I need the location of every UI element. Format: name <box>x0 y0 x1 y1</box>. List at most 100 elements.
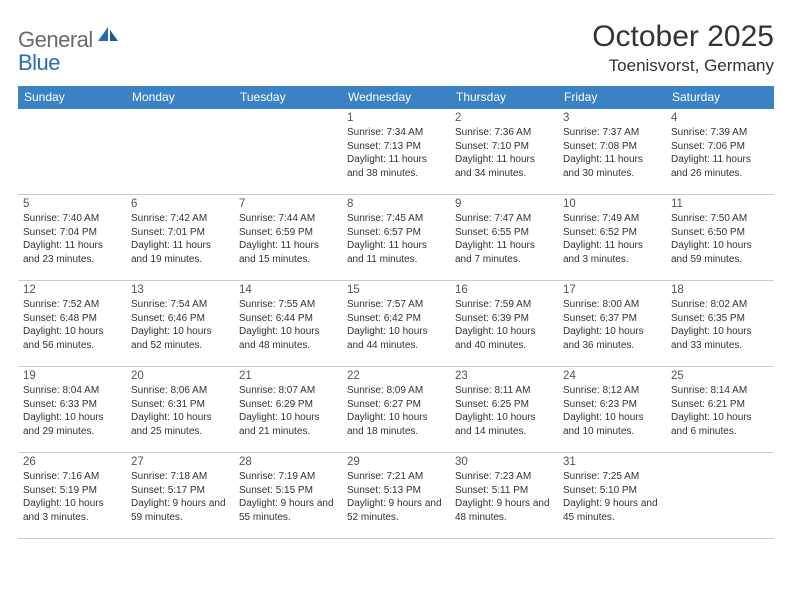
day-number: 11 <box>671 198 769 210</box>
day-cell: 30 Sunrise: 7:23 AMSunset: 5:11 PMDayligh… <box>450 453 558 539</box>
day-cell: 14 Sunrise: 7:55 AMSunset: 6:44 PMDayligh… <box>234 281 342 367</box>
day-number: 8 <box>347 198 445 210</box>
day-info: Sunrise: 7:39 AMSunset: 7:06 PMDaylight:… <box>671 126 769 180</box>
day-number: 14 <box>239 284 337 296</box>
day-cell <box>234 109 342 195</box>
day-cell: 28 Sunrise: 7:19 AMSunset: 5:15 PMDayligh… <box>234 453 342 539</box>
day-cell: 13 Sunrise: 7:54 AMSunset: 6:46 PMDayligh… <box>126 281 234 367</box>
day-number: 2 <box>455 112 553 124</box>
day-info: Sunrise: 7:16 AMSunset: 5:19 PMDaylight:… <box>23 470 121 524</box>
day-cell: 11 Sunrise: 7:50 AMSunset: 6:50 PMDayligh… <box>666 195 774 281</box>
calendar-table: Sunday Monday Tuesday Wednesday Thursday… <box>18 86 774 539</box>
day-header: Sunday <box>18 86 126 109</box>
day-number: 5 <box>23 198 121 210</box>
day-cell <box>666 453 774 539</box>
logo-text-general: General <box>18 27 93 53</box>
day-number: 4 <box>671 112 769 124</box>
day-number: 18 <box>671 284 769 296</box>
day-info: Sunrise: 8:04 AMSunset: 6:33 PMDaylight:… <box>23 384 121 438</box>
day-info: Sunrise: 8:14 AMSunset: 6:21 PMDaylight:… <box>671 384 769 438</box>
day-number: 3 <box>563 112 661 124</box>
day-number: 20 <box>131 370 229 382</box>
day-info: Sunrise: 7:49 AMSunset: 6:52 PMDaylight:… <box>563 212 661 266</box>
day-info: Sunrise: 7:37 AMSunset: 7:08 PMDaylight:… <box>563 126 661 180</box>
day-info: Sunrise: 8:00 AMSunset: 6:37 PMDaylight:… <box>563 298 661 352</box>
day-cell: 19Sunrise: 8:04 AMSunset: 6:33 PMDayligh… <box>18 367 126 453</box>
day-cell: 20 Sunrise: 8:06 AMSunset: 6:31 PMDayligh… <box>126 367 234 453</box>
day-cell: 10 Sunrise: 7:49 AMSunset: 6:52 PMDayligh… <box>558 195 666 281</box>
day-info: Sunrise: 7:25 AMSunset: 5:10 PMDaylight:… <box>563 470 661 524</box>
day-info: Sunrise: 7:55 AMSunset: 6:44 PMDaylight:… <box>239 298 337 352</box>
day-header: Wednesday <box>342 86 450 109</box>
day-info: Sunrise: 8:11 AMSunset: 6:25 PMDaylight:… <box>455 384 553 438</box>
day-number: 23 <box>455 370 553 382</box>
day-cell: 31Sunrise: 7:25 AMSunset: 5:10 PMDayligh… <box>558 453 666 539</box>
day-cell: 18 Sunrise: 8:02 AMSunset: 6:35 PMDayligh… <box>666 281 774 367</box>
day-header: Monday <box>126 86 234 109</box>
day-number: 15 <box>347 284 445 296</box>
day-info: Sunrise: 8:12 AMSunset: 6:23 PMDaylight:… <box>563 384 661 438</box>
day-info: Sunrise: 8:09 AMSunset: 6:27 PMDaylight:… <box>347 384 445 438</box>
day-number: 13 <box>131 284 229 296</box>
day-number: 22 <box>347 370 445 382</box>
day-cell: 22 Sunrise: 8:09 AMSunset: 6:27 PMDayligh… <box>342 367 450 453</box>
month-title: October 2025 <box>592 20 774 54</box>
day-info: Sunrise: 7:40 AMSunset: 7:04 PMDaylight:… <box>23 212 121 266</box>
day-info: Sunrise: 7:23 AMSunset: 5:11 PMDaylight:… <box>455 470 553 524</box>
day-number: 10 <box>563 198 661 210</box>
day-number: 16 <box>455 284 553 296</box>
day-cell: 7 Sunrise: 7:44 AMSunset: 6:59 PMDaylight… <box>234 195 342 281</box>
day-info: Sunrise: 8:07 AMSunset: 6:29 PMDaylight:… <box>239 384 337 438</box>
day-info: Sunrise: 7:36 AMSunset: 7:10 PMDaylight:… <box>455 126 553 180</box>
logo-text-blue: Blue <box>18 50 60 75</box>
day-info: Sunrise: 7:52 AMSunset: 6:48 PMDaylight:… <box>23 298 121 352</box>
day-cell: 2 Sunrise: 7:36 AMSunset: 7:10 PMDaylight… <box>450 109 558 195</box>
day-cell <box>18 109 126 195</box>
day-info: Sunrise: 7:47 AMSunset: 6:55 PMDaylight:… <box>455 212 553 266</box>
day-cell: 29 Sunrise: 7:21 AMSunset: 5:13 PMDayligh… <box>342 453 450 539</box>
day-number: 25 <box>671 370 769 382</box>
day-cell <box>126 109 234 195</box>
week-row: 5 Sunrise: 7:40 AMSunset: 7:04 PMDaylight… <box>18 195 774 281</box>
week-row: 1Sunrise: 7:34 AMSunset: 7:13 PMDaylight… <box>18 109 774 195</box>
day-number: 27 <box>131 456 229 468</box>
day-info: Sunrise: 7:57 AMSunset: 6:42 PMDaylight:… <box>347 298 445 352</box>
day-number: 21 <box>239 370 337 382</box>
day-number: 29 <box>347 456 445 468</box>
day-cell: 1Sunrise: 7:34 AMSunset: 7:13 PMDaylight… <box>342 109 450 195</box>
day-number: 9 <box>455 198 553 210</box>
day-number: 7 <box>239 198 337 210</box>
location-text: Toenisvorst, Germany <box>592 56 774 76</box>
day-info: Sunrise: 7:50 AMSunset: 6:50 PMDaylight:… <box>671 212 769 266</box>
day-cell: 17Sunrise: 8:00 AMSunset: 6:37 PMDayligh… <box>558 281 666 367</box>
sail-icon <box>97 26 119 47</box>
title-block: October 2025 Toenisvorst, Germany <box>592 20 774 76</box>
day-cell: 25 Sunrise: 8:14 AMSunset: 6:21 PMDayligh… <box>666 367 774 453</box>
day-header: Saturday <box>666 86 774 109</box>
day-info: Sunrise: 7:54 AMSunset: 6:46 PMDaylight:… <box>131 298 229 352</box>
week-row: 12Sunrise: 7:52 AMSunset: 6:48 PMDayligh… <box>18 281 774 367</box>
day-info: Sunrise: 7:19 AMSunset: 5:15 PMDaylight:… <box>239 470 337 524</box>
day-info: Sunrise: 7:59 AMSunset: 6:39 PMDaylight:… <box>455 298 553 352</box>
day-header: Tuesday <box>234 86 342 109</box>
day-info: Sunrise: 7:18 AMSunset: 5:17 PMDaylight:… <box>131 470 229 524</box>
day-cell: 12Sunrise: 7:52 AMSunset: 6:48 PMDayligh… <box>18 281 126 367</box>
day-cell: 21 Sunrise: 8:07 AMSunset: 6:29 PMDayligh… <box>234 367 342 453</box>
day-cell: 27 Sunrise: 7:18 AMSunset: 5:17 PMDayligh… <box>126 453 234 539</box>
day-cell: 5 Sunrise: 7:40 AMSunset: 7:04 PMDaylight… <box>18 195 126 281</box>
day-cell: 26 Sunrise: 7:16 AMSunset: 5:19 PMDayligh… <box>18 453 126 539</box>
day-info: Sunrise: 7:42 AMSunset: 7:01 PMDaylight:… <box>131 212 229 266</box>
day-cell: 24Sunrise: 8:12 AMSunset: 6:23 PMDayligh… <box>558 367 666 453</box>
day-info: Sunrise: 7:21 AMSunset: 5:13 PMDaylight:… <box>347 470 445 524</box>
day-number: 26 <box>23 456 121 468</box>
week-row: 26 Sunrise: 7:16 AMSunset: 5:19 PMDayligh… <box>18 453 774 539</box>
day-cell: 4 Sunrise: 7:39 AMSunset: 7:06 PMDaylight… <box>666 109 774 195</box>
day-number: 1 <box>347 112 445 124</box>
day-number: 28 <box>239 456 337 468</box>
day-number: 30 <box>455 456 553 468</box>
day-info: Sunrise: 8:02 AMSunset: 6:35 PMDaylight:… <box>671 298 769 352</box>
day-info: Sunrise: 8:06 AMSunset: 6:31 PMDaylight:… <box>131 384 229 438</box>
day-info: Sunrise: 7:44 AMSunset: 6:59 PMDaylight:… <box>239 212 337 266</box>
week-row: 19Sunrise: 8:04 AMSunset: 6:33 PMDayligh… <box>18 367 774 453</box>
calendar-page: General October 2025 Toenisvorst, German… <box>0 0 792 549</box>
